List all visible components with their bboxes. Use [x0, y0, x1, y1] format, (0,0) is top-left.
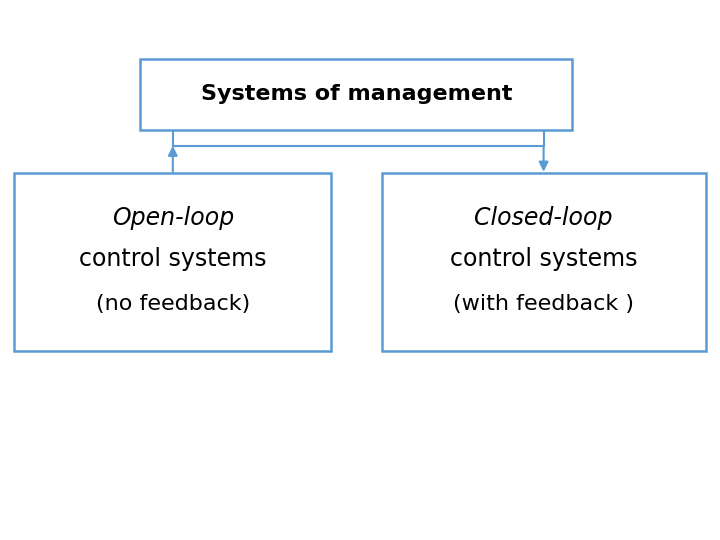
- Text: control systems: control systems: [79, 247, 266, 271]
- Text: (with feedback ): (with feedback ): [453, 294, 634, 314]
- FancyBboxPatch shape: [14, 173, 331, 351]
- FancyBboxPatch shape: [140, 59, 572, 130]
- FancyBboxPatch shape: [382, 173, 706, 351]
- Text: (no feedback): (no feedback): [96, 294, 250, 314]
- Text: control systems: control systems: [450, 247, 637, 271]
- Text: Systems of management: Systems of management: [201, 84, 512, 105]
- Text: Closed-loop: Closed-loop: [474, 206, 613, 230]
- Text: Open-loop: Open-loop: [112, 206, 234, 230]
